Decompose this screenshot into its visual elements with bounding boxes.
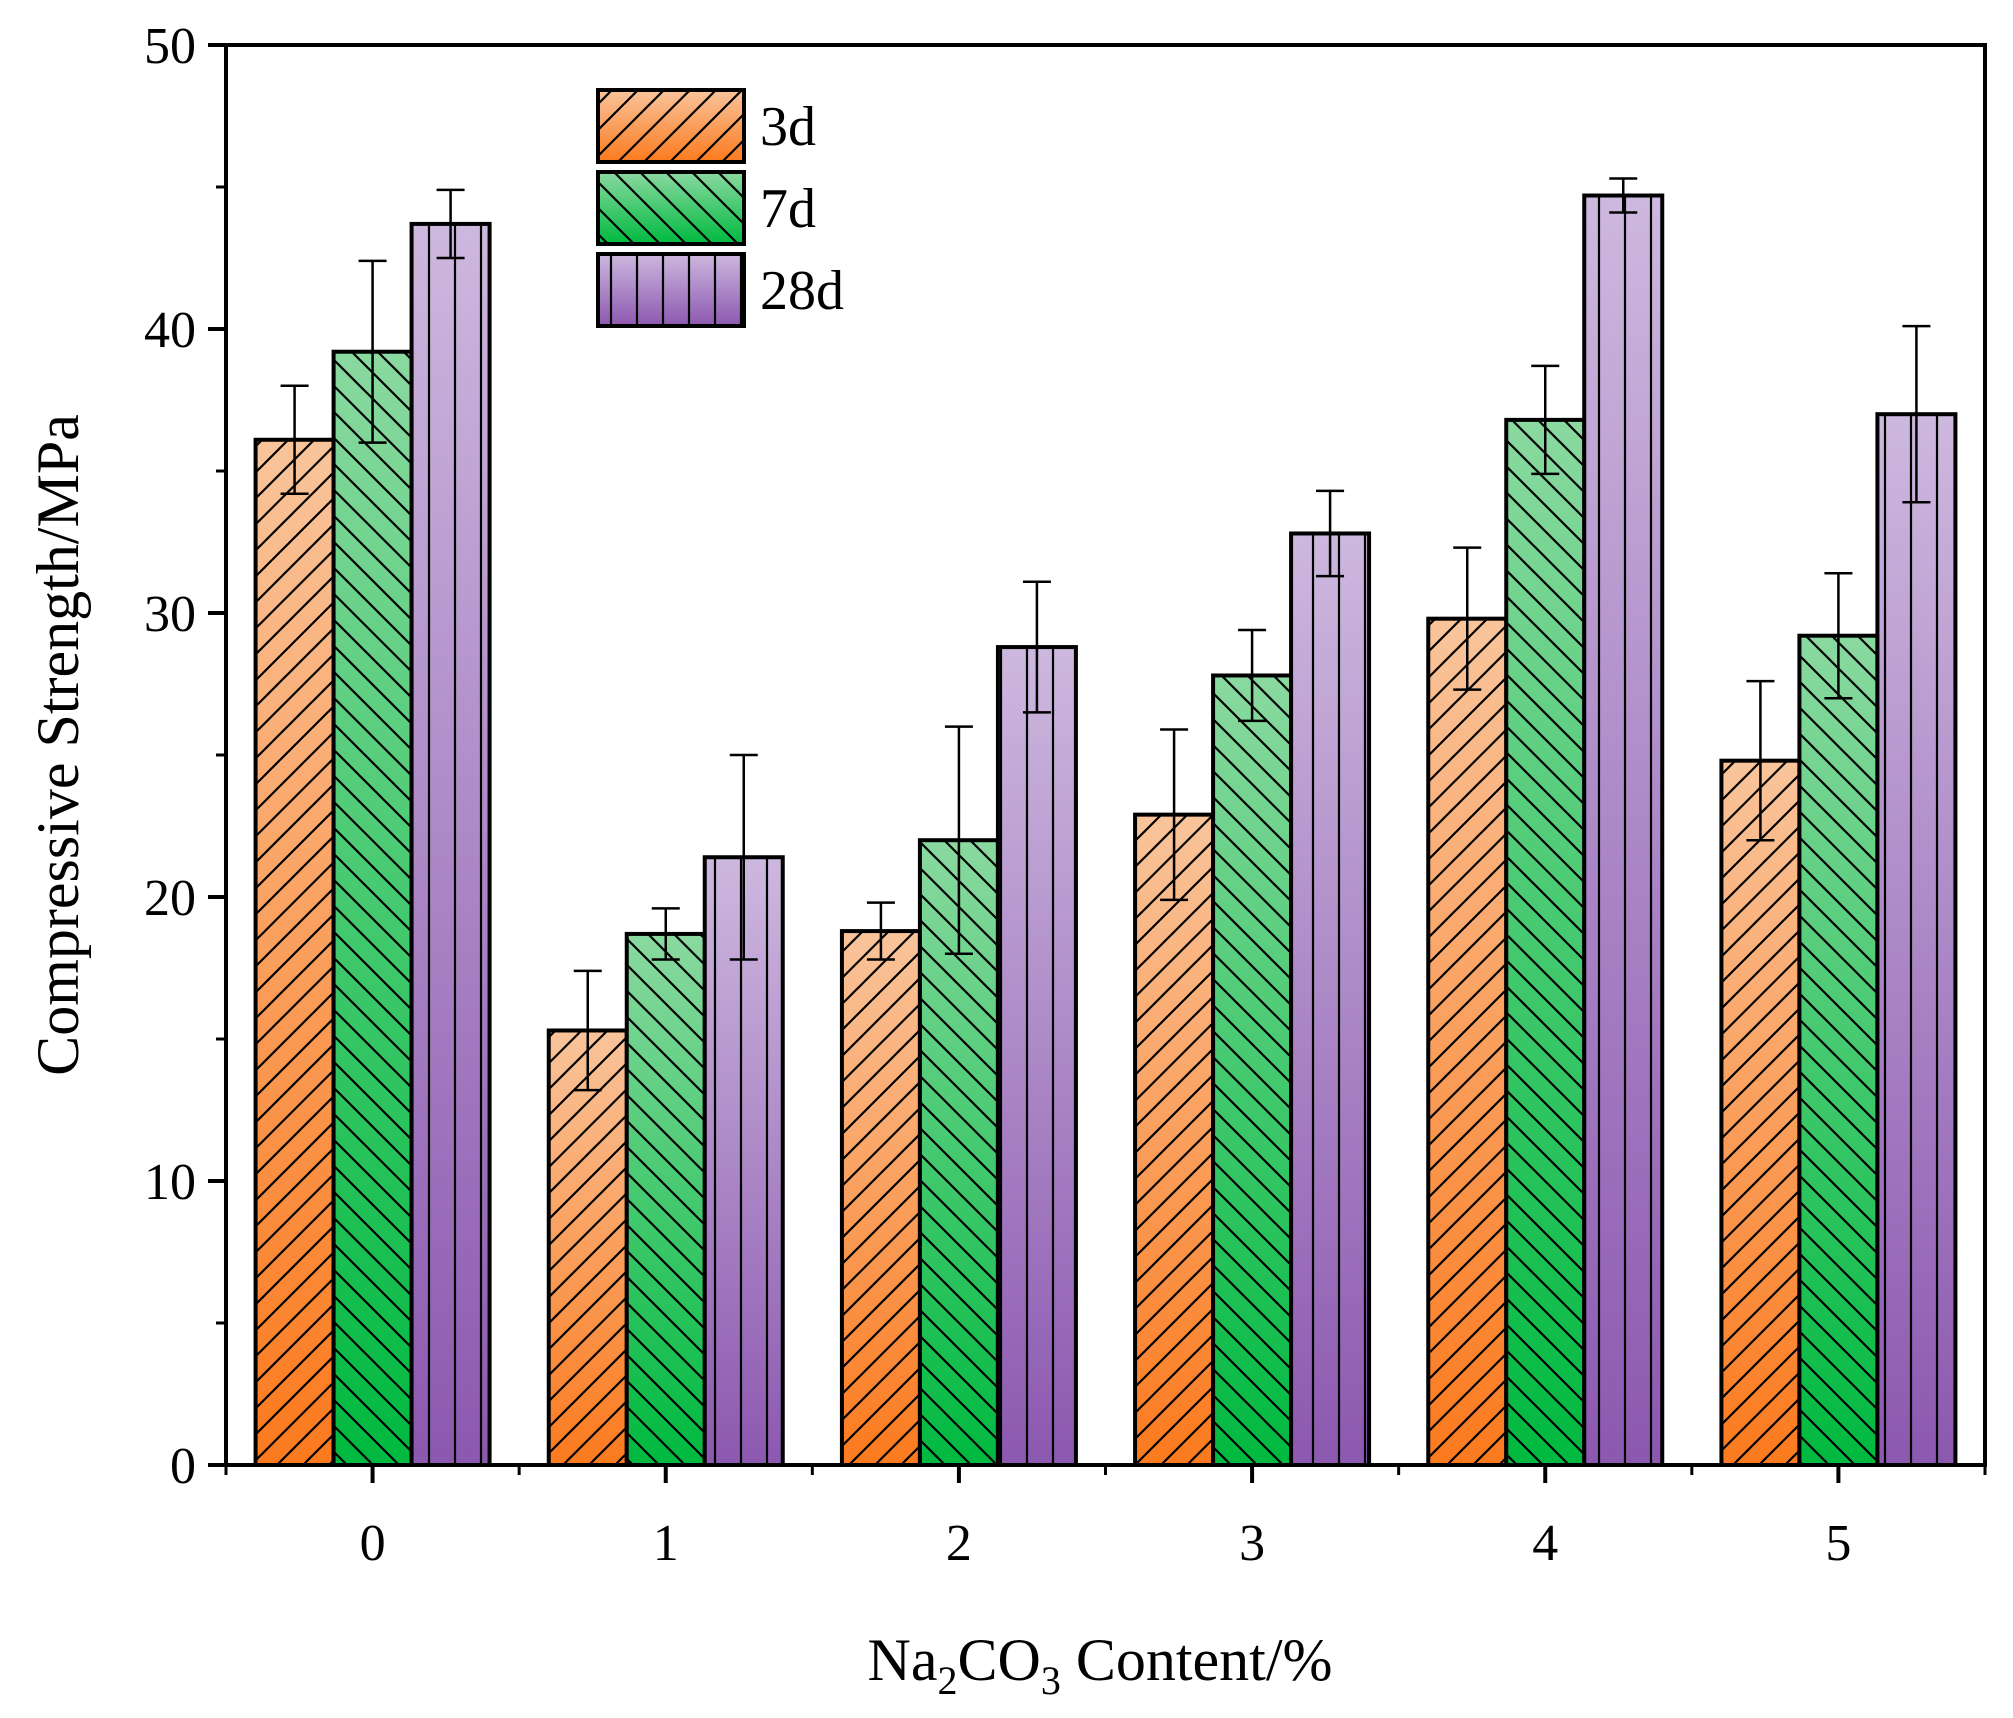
bar-hatch xyxy=(1504,417,1587,1467)
bar-3d-0 xyxy=(253,437,336,1467)
bar-7d-3 xyxy=(1211,673,1294,1467)
bar-hatch xyxy=(546,1028,629,1467)
bar-hatch xyxy=(1211,673,1294,1467)
bar-3d-1 xyxy=(546,1028,629,1467)
bar-hatch xyxy=(1875,412,1958,1468)
bar-7d-0 xyxy=(331,349,414,1468)
legend-item-7d: 7d xyxy=(596,170,816,246)
x-tick-label: 2 xyxy=(946,1515,972,1572)
bar-hatch xyxy=(1426,616,1509,1467)
legend-label: 3d xyxy=(760,96,816,158)
legend-item-28d: 28d xyxy=(596,252,844,328)
error-bar-28d-1 xyxy=(729,753,758,961)
x-tick-label: 3 xyxy=(1239,1515,1265,1572)
error-bar-3d-0 xyxy=(280,384,309,495)
x-tick-label: 1 xyxy=(653,1515,679,1572)
bar-3d-2 xyxy=(839,929,922,1467)
bar-hatch xyxy=(253,437,336,1467)
error-bar-28d-0 xyxy=(436,188,465,260)
error-bar-7d-2 xyxy=(944,725,973,956)
error-bar-3d-5 xyxy=(1746,679,1775,842)
error-bar-3d-1 xyxy=(573,969,602,1092)
bar-7d-1 xyxy=(624,931,707,1467)
error-bar-7d-4 xyxy=(1531,364,1560,476)
legend-swatch xyxy=(596,170,746,246)
bar-3d-3 xyxy=(1133,812,1216,1467)
bar-hatch xyxy=(1582,193,1665,1467)
error-bars-layer xyxy=(280,177,1931,1092)
x-axis-title-part: Content/% xyxy=(1061,1627,1333,1693)
error-bar-7d-5 xyxy=(1824,571,1853,700)
x-axis-title-part: Na xyxy=(868,1627,938,1693)
bar-hatch xyxy=(409,221,492,1467)
legend-label: 28d xyxy=(760,260,844,322)
bar-hatch xyxy=(1797,633,1880,1467)
legend-label: 7d xyxy=(760,178,816,240)
y-tick-label: 0 xyxy=(170,1438,196,1495)
bar-hatch xyxy=(839,929,922,1467)
legend: 3d 7d 28d xyxy=(596,88,844,328)
y-tick-label: 20 xyxy=(144,870,196,927)
legend-swatch xyxy=(596,252,746,328)
x-axis-title-subscript: 3 xyxy=(1041,1658,1061,1703)
error-bar-3d-4 xyxy=(1453,546,1482,691)
bar-28d-4 xyxy=(1582,193,1665,1467)
legend-item-3d: 3d xyxy=(596,88,816,164)
y-tick-label: 10 xyxy=(144,1154,196,1211)
error-bar-28d-4 xyxy=(1609,177,1638,214)
ticks-layer: 0 10 20 30 40 50 0 1 2 3 4 5 xyxy=(144,18,1987,1572)
bar-28d-3 xyxy=(1289,531,1372,1467)
bar-hatch xyxy=(1719,758,1802,1467)
bar-hatch xyxy=(995,645,1078,1467)
y-tick-label: 50 xyxy=(144,18,196,75)
x-tick-label: 4 xyxy=(1532,1515,1558,1572)
y-tick-label: 40 xyxy=(144,302,196,359)
bar-hatch xyxy=(624,931,707,1467)
bar-28d-5 xyxy=(1875,412,1958,1468)
bar-7d-4 xyxy=(1504,417,1587,1467)
x-tick-label: 0 xyxy=(360,1515,386,1572)
error-bar-7d-3 xyxy=(1238,628,1267,723)
legend-swatch xyxy=(596,88,746,164)
error-bar-28d-3 xyxy=(1316,489,1345,578)
bar-hatch xyxy=(331,349,414,1468)
bar-28d-0 xyxy=(409,221,492,1467)
error-bar-3d-3 xyxy=(1160,728,1189,902)
error-bar-7d-0 xyxy=(358,259,387,444)
bar-3d-5 xyxy=(1719,758,1802,1467)
x-tick-label: 5 xyxy=(1825,1515,1851,1572)
x-axis-title-subscript: 2 xyxy=(937,1658,957,1703)
y-axis-title: Compressive Strength/MPa xyxy=(25,414,91,1076)
error-bar-28d-2 xyxy=(1022,580,1051,714)
bar-hatch xyxy=(1289,531,1372,1467)
bars-layer xyxy=(253,193,1958,1468)
bar-7d-5 xyxy=(1797,633,1880,1467)
x-axis-title: Na2CO3 Content/% xyxy=(868,1627,1333,1703)
y-tick-label: 30 xyxy=(144,586,196,643)
bar-3d-4 xyxy=(1426,616,1509,1467)
bar-28d-2 xyxy=(995,645,1078,1467)
error-bar-3d-2 xyxy=(866,901,895,961)
bar-hatch xyxy=(1133,812,1216,1467)
error-bar-28d-5 xyxy=(1902,324,1931,504)
error-bar-7d-1 xyxy=(651,907,680,961)
x-axis-title-part: CO xyxy=(957,1627,1040,1693)
